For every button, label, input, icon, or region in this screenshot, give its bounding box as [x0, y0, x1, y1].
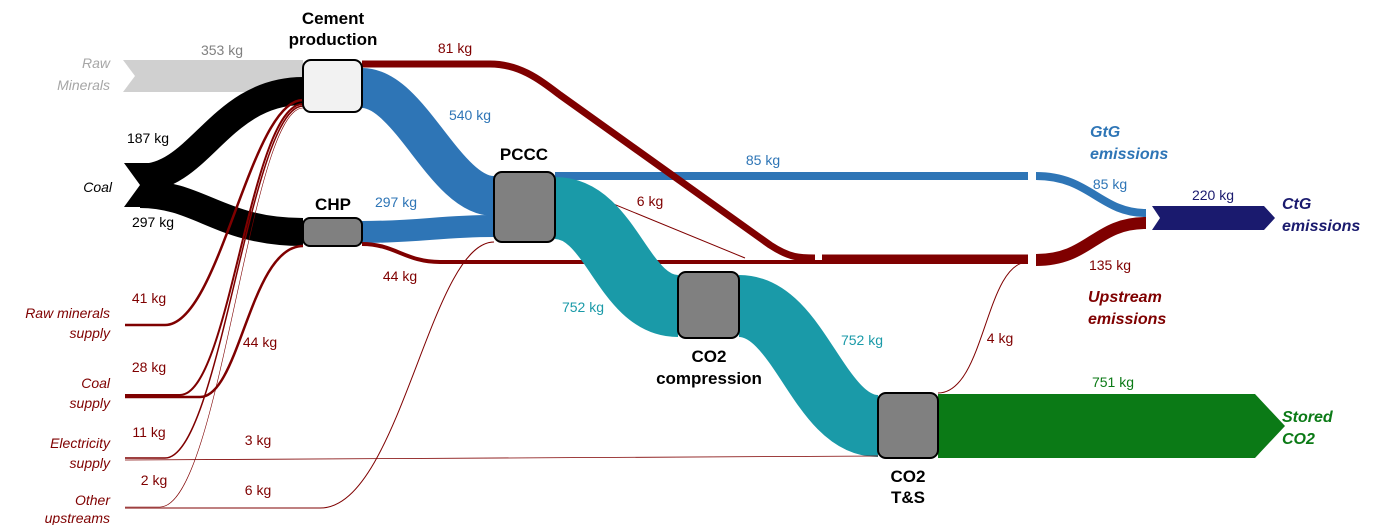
line: upstreams [45, 510, 110, 525]
flow-chp-pccc [361, 215, 495, 243]
flow-label: 220 kg [1192, 187, 1234, 203]
line: Other [75, 492, 111, 508]
flow-coal-supply-cement [125, 103, 304, 396]
line: Cement [302, 9, 365, 28]
line: Electricity [50, 435, 111, 451]
flow-label: 2 kg [141, 472, 167, 488]
output-label: Upstream emissions [1088, 289, 1166, 328]
flow-ctg [1152, 206, 1275, 230]
node-chp [302, 217, 363, 247]
flow-upstream-ctg [1035, 217, 1147, 266]
flow-stored [938, 394, 1285, 458]
process-label: CO2 T&S [891, 467, 926, 507]
flow-label: 752 kg [562, 299, 604, 315]
process-label: Cement production [289, 9, 378, 49]
line: Stored [1282, 409, 1334, 426]
flow-chp-upstream [361, 242, 1028, 264]
line: CtG [1282, 196, 1311, 213]
line: GtG [1090, 124, 1120, 141]
flow-other-cement [125, 107, 304, 508]
line: CO2 [1282, 431, 1315, 448]
flow-label: 540 kg [449, 107, 491, 123]
node-ts [877, 392, 939, 459]
flow-label: 297 kg [132, 214, 174, 230]
source-label: Electricity supply [50, 435, 111, 471]
line: emissions [1088, 311, 1166, 328]
flow-label: 135 kg [1089, 257, 1131, 273]
line: supply [70, 455, 111, 471]
flow-label: 4 kg [987, 330, 1013, 346]
flow-label: 81 kg [438, 40, 472, 56]
line: supply [70, 325, 111, 341]
line: emissions [1090, 146, 1168, 163]
flow-compression-ts [735, 275, 882, 457]
source-label: Raw Minerals [57, 55, 111, 93]
line: Minerals [57, 77, 110, 93]
flow-label: 6 kg [245, 482, 271, 498]
line: CHP [315, 195, 351, 214]
flow-pccc-compression [551, 177, 682, 337]
line: Coal [83, 179, 113, 195]
flow-label: 28 kg [132, 359, 166, 375]
line: CO2 [692, 347, 727, 366]
flow-label: 44 kg [243, 334, 277, 350]
source-label: Coal [83, 179, 113, 195]
coal-notch [124, 163, 150, 207]
output-label: CtG emissions [1282, 196, 1360, 235]
source-label: Coal supply [70, 375, 111, 411]
flow-label: 187 kg [127, 130, 169, 146]
flow-label: 752 kg [841, 332, 883, 348]
line: Coal [81, 375, 111, 391]
flow-labels: 353 kg 81 kg 540 kg 187 kg 297 kg 297 kg… [127, 40, 1234, 498]
line: CO2 [891, 467, 926, 486]
line: T&S [891, 488, 925, 507]
flow-label: 297 kg [375, 194, 417, 210]
flow-label: 44 kg [383, 268, 417, 284]
flow-label: 751 kg [1092, 374, 1134, 390]
node-compression [677, 271, 740, 339]
flow-elec-cement [125, 105, 304, 459]
flow-coal-supply-chp [125, 244, 304, 399]
flow-label: 6 kg [637, 193, 663, 209]
flow-cement-upstream [362, 60, 1028, 262]
source-label: Other upstreams [45, 492, 112, 525]
flow-coal-chp [139, 180, 304, 246]
line: Upstream [1088, 289, 1162, 306]
flow-label: 11 kg [132, 424, 165, 440]
line: Raw minerals [25, 305, 110, 321]
source-label: Raw minerals supply [25, 305, 111, 341]
line: Raw [82, 55, 111, 71]
process-label: PCCC [500, 145, 548, 164]
node-cement [302, 59, 363, 113]
flow-raw-minerals [123, 60, 303, 92]
flow-elec-ts [124, 455, 879, 461]
flow-label: 85 kg [746, 152, 780, 168]
output-label: GtG emissions [1090, 124, 1168, 163]
flow-rms [125, 98, 304, 327]
process-label: CO2 compression [656, 347, 762, 388]
flow-cement-pccc [359, 68, 497, 216]
line: supply [70, 395, 111, 411]
line: emissions [1282, 218, 1360, 235]
flow-label: 85 kg [1093, 176, 1127, 192]
flows [123, 60, 1285, 509]
flow-gtg [555, 172, 1147, 217]
flow-label: 353 kg [201, 42, 243, 58]
line: PCCC [500, 145, 548, 164]
process-boxes [302, 59, 939, 459]
flow-ts-upstream [937, 261, 1029, 394]
node-pccc [493, 171, 556, 243]
flow-other-pccc [125, 241, 495, 509]
line: compression [656, 369, 762, 388]
flow-label: 41 kg [132, 290, 166, 306]
line: production [289, 30, 378, 49]
flow-label: 3 kg [245, 432, 271, 448]
process-label: CHP [315, 195, 351, 214]
flow-coal-cement [138, 77, 304, 192]
output-label: Stored CO2 [1282, 409, 1334, 448]
